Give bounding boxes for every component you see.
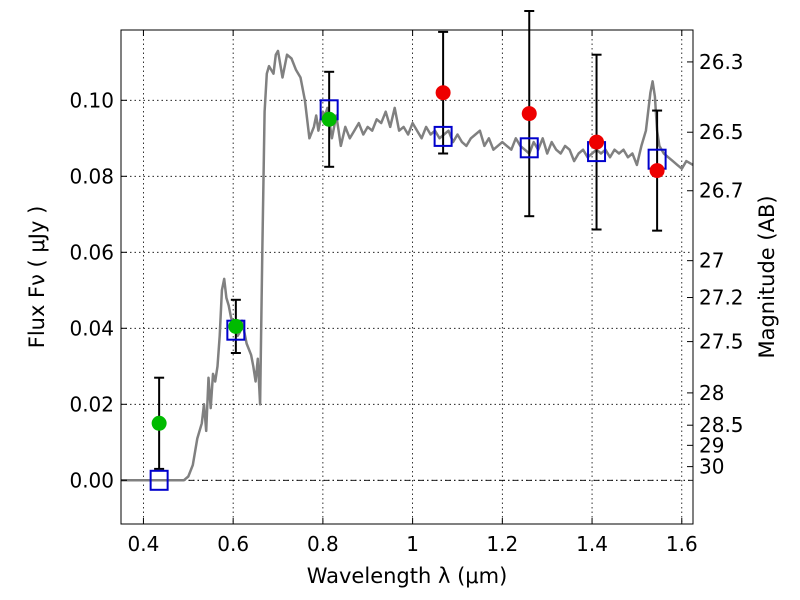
x-tick-label: 1.4 [576,532,608,556]
sed-line [121,49,694,482]
x-tick-label: 1 [406,532,419,556]
model-point [519,137,539,159]
mag-tick-label: 26.3 [699,50,744,74]
mag-tick-label: 27.2 [699,286,744,310]
x-tick-label: 0.4 [128,532,160,556]
mag-tick-label: 26.5 [699,120,744,144]
data-point [589,134,605,150]
mag-tick-label: 28 [699,381,724,405]
data-point [228,318,244,334]
mag-tick-label: 27.5 [699,330,744,354]
x-tick-label: 1.6 [666,532,698,556]
mag-tick-label: 28.5 [699,413,744,437]
x-tick-label: 0.6 [217,532,249,556]
y-tick-label: 0.02 [69,392,114,416]
mag-tick-label: 26.7 [699,179,744,203]
y-tick-label: 0.10 [69,88,114,112]
model-point [149,469,169,491]
y-tick-label: 0.04 [69,316,114,340]
data-layer [121,10,694,491]
y-tick-label: 0.00 [69,468,114,492]
model-point [433,125,453,147]
data-point [151,415,167,431]
data-point [435,85,451,101]
plot-frame [120,29,694,525]
tick-layer: 0.4 0.6 0.8 1 1.2 1.4 1.6 0.00 0.02 0.04 0.06 0.08 0… [69,30,744,556]
data-point [521,106,537,122]
y-tick-label: 0.06 [69,240,114,264]
y2-axis-title: Magnitude (AB) [755,195,779,358]
mag-tick-label: 27 [699,249,724,273]
x-axis-title: Wavelength λ (μm) [307,564,508,588]
data-point [321,111,337,127]
x-tick-label: 1.2 [486,532,518,556]
mag-tick-label: 29 [699,433,724,457]
y-tick-label: 0.08 [69,164,114,188]
x-tick-label: 0.8 [307,532,339,556]
y-axis-title: Flux Fν ( μJy ) [25,206,49,349]
data-point [649,163,665,179]
mag-tick-label: 30 [699,455,724,479]
